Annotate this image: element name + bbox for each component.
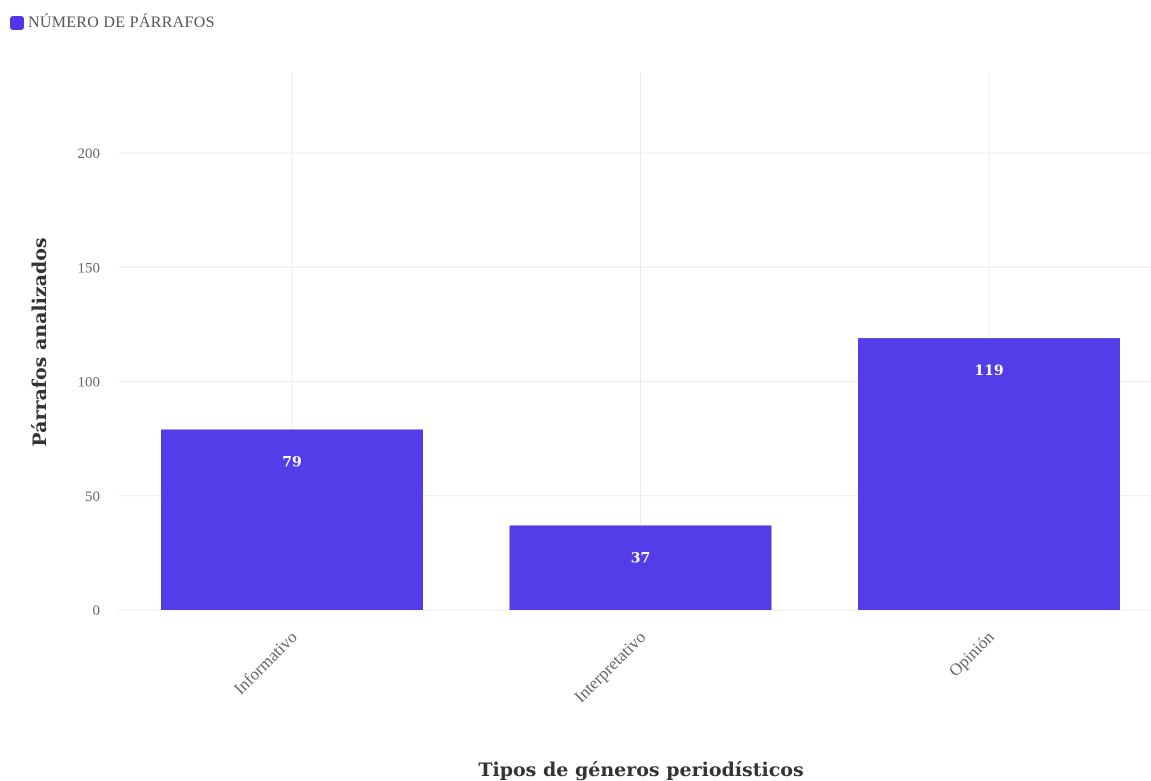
y-tick-label: 100 <box>78 375 101 391</box>
data-label: 79 <box>282 454 301 470</box>
y-tick-label: 50 <box>85 489 100 505</box>
bar-interpretativo[interactable] <box>509 525 772 610</box>
legend-swatch <box>10 16 24 30</box>
y-axis-ticks: 0 50 100 150 200 <box>78 146 101 619</box>
data-label: 119 <box>974 363 1003 379</box>
x-tick-label: Interpretativo <box>570 627 649 706</box>
bar-informativo[interactable] <box>161 429 423 610</box>
legend[interactable]: NÚMERO DE PÁRRAFOS <box>10 14 215 32</box>
data-label: 37 <box>631 550 650 566</box>
bar-opinion[interactable] <box>858 338 1120 610</box>
y-tick-label: 150 <box>78 260 101 276</box>
x-axis-ticks: Informativo Interpretativo Opinión <box>230 627 998 706</box>
x-tick-label: Opinión <box>945 627 998 680</box>
y-axis-title: Párrafos analizados <box>29 237 51 446</box>
legend-label: NÚMERO DE PÁRRAFOS <box>28 14 215 31</box>
data-labels: 79 37 119 <box>282 363 1003 566</box>
bars <box>161 338 1120 610</box>
y-tick-label: 0 <box>93 603 101 619</box>
x-axis-title: Tipos de géneros periodísticos <box>478 759 803 781</box>
x-tick-label: Informativo <box>230 627 301 698</box>
y-tick-label: 200 <box>78 146 101 162</box>
